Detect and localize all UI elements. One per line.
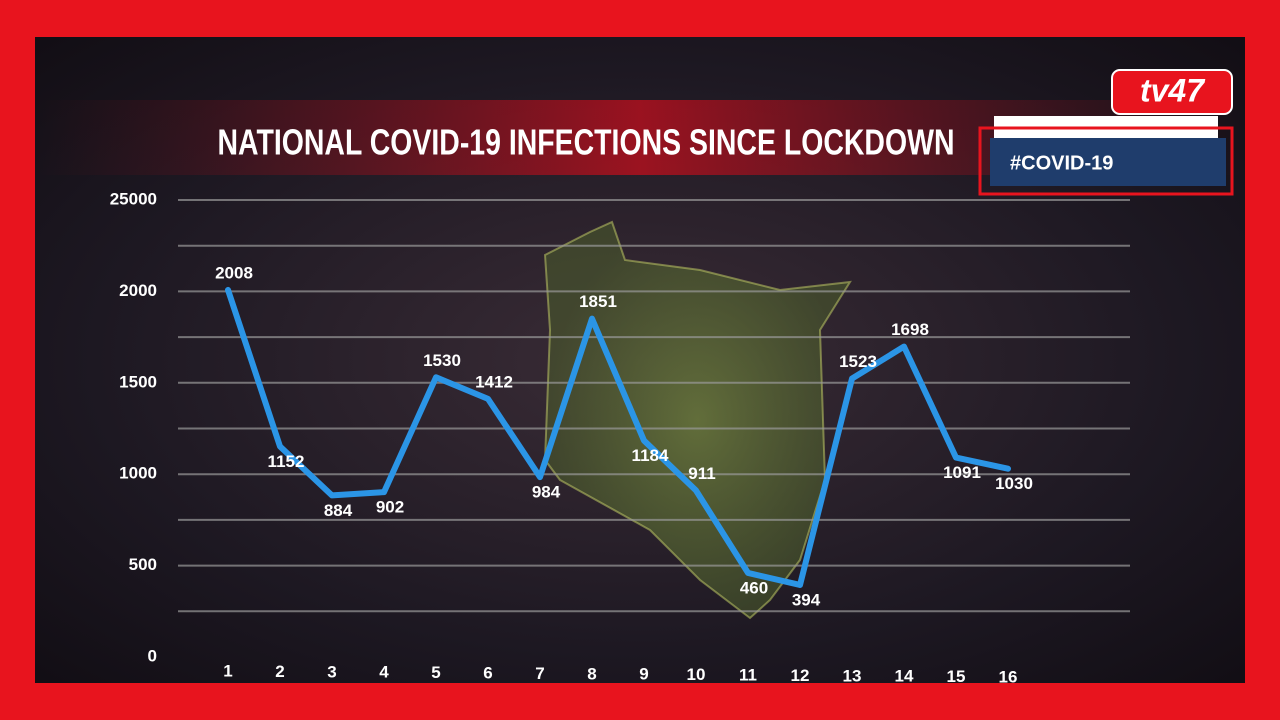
data-label: 1851: [579, 292, 617, 311]
data-label: 1152: [268, 452, 305, 471]
logo-text: tv47: [1140, 72, 1206, 108]
x-tick-label: 8: [587, 664, 596, 683]
x-tick-label: 13: [843, 666, 862, 685]
hashtag-frame: [978, 126, 1234, 196]
x-tick-label: 12: [791, 666, 810, 685]
data-label: 884: [324, 501, 353, 520]
logo: [1111, 69, 1233, 115]
x-tick-label: 15: [947, 667, 966, 686]
chart-title: NATIONAL COVID-19 INFECTIONS SINCE LOCKD…: [218, 122, 955, 163]
x-tick-label: 2: [275, 662, 284, 681]
x-tick-label: 14: [895, 667, 914, 686]
data-label: 1530: [423, 351, 461, 370]
data-label: 911: [688, 464, 715, 483]
y-tick-label: 0: [148, 646, 157, 665]
data-label: 2008: [215, 263, 253, 282]
series-line: [225, 286, 1011, 588]
data-label: 1412: [475, 372, 513, 391]
x-tick-label: 7: [535, 664, 544, 683]
data-label: 1698: [891, 320, 929, 339]
data-label: 394: [792, 590, 821, 609]
data-label: 460: [740, 578, 768, 597]
hashtag-box: [990, 138, 1226, 186]
y-tick-label: 500: [129, 555, 157, 574]
x-tick-label: 9: [639, 665, 648, 684]
x-tick-label: 16: [999, 667, 1018, 686]
x-tick-label: 11: [739, 665, 757, 684]
x-tick-label: 5: [431, 663, 440, 682]
hashtag: #COVID-19: [1010, 152, 1113, 174]
data-label: 1030: [995, 474, 1033, 493]
y-tick-label: 2000: [119, 281, 157, 300]
data-label: 984: [532, 483, 561, 502]
x-tick-label: 10: [687, 665, 706, 684]
data-label: 902: [376, 498, 404, 517]
data-label: 1091: [943, 463, 981, 482]
x-tick-label: 6: [483, 663, 492, 682]
y-tick-label: 1500: [119, 372, 157, 391]
y-tick-label: 25000: [110, 189, 157, 208]
data-label: 1184: [632, 446, 669, 465]
x-tick-label: 4: [379, 663, 389, 682]
y-tick-label: 1000: [119, 464, 157, 483]
data-label: 1523: [839, 352, 877, 371]
x-tick-label: 3: [327, 662, 336, 681]
x-tick-label: 1: [223, 661, 232, 680]
